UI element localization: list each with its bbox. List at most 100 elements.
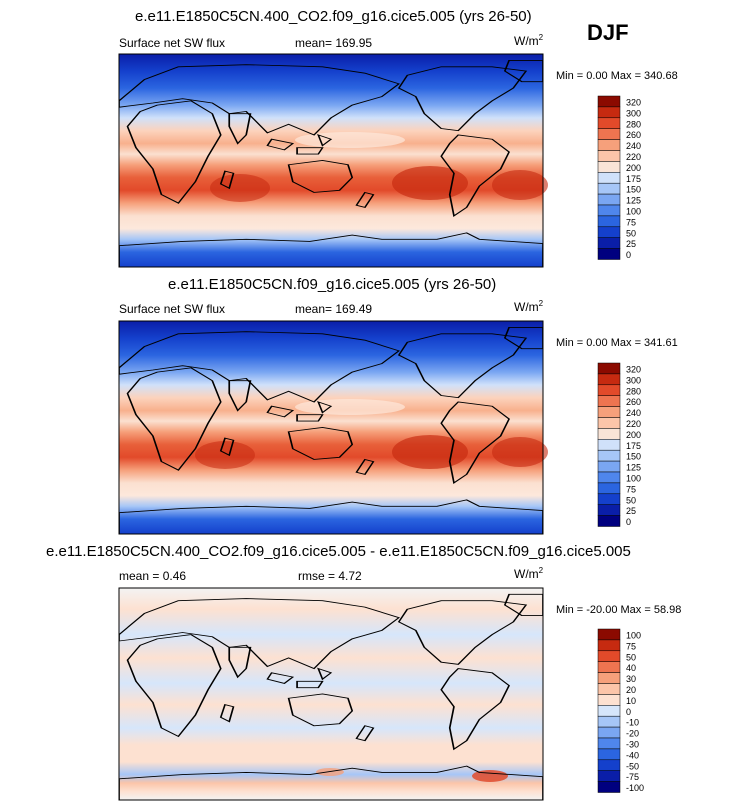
panel2-colorbar-box [597, 417, 621, 429]
panel2-colorbar-label: 220 [626, 419, 641, 429]
panel1-colorbar-box [597, 128, 621, 140]
panel2-colorbar-label: 260 [626, 397, 641, 407]
panel3-colorbar-box [597, 672, 621, 684]
panel3-title: e.e11.E1850C5CN.400_CO2.f09_g16.cice5.00… [46, 543, 631, 560]
panel1-colorbar-label: 150 [626, 185, 641, 195]
panel2-colorbar-box [597, 515, 621, 527]
panel1-colorbar-label: 200 [626, 163, 641, 173]
panel3-frame [118, 587, 544, 801]
panel2-max-atlantic [492, 437, 548, 467]
panel2-colorbar-label: 300 [626, 375, 641, 385]
panel2-colorbar-box [597, 449, 621, 462]
panel1-colorbar-label: 240 [626, 141, 641, 151]
panel2-colorbar-label: 280 [626, 386, 641, 396]
panel1-colorbar-box [597, 139, 621, 151]
panel2-colorbar-label: 320 [626, 364, 641, 374]
panel1-colorbar-label: 320 [626, 97, 641, 107]
panel2-colorbar-label: 25 [626, 506, 636, 516]
panel1-colorbar-box [597, 95, 621, 108]
panel3-colorbar-label: 75 [626, 641, 636, 651]
panel2-max-pacific [392, 435, 468, 469]
panel1-colorbar-label: 280 [626, 119, 641, 129]
panel1-max-indian [210, 174, 270, 202]
panel1-colorbar-box [597, 248, 621, 260]
panel2-field [119, 321, 543, 534]
panel1-colorbar-box [597, 226, 621, 238]
panel1-title: e.e11.E1850C5CN.400_CO2.f09_g16.cice5.00… [135, 8, 532, 25]
panel3-colorbar-label: -40 [626, 750, 639, 760]
panel2-colorbar-label: 0 [626, 517, 631, 527]
panel1-colorbar-label: 25 [626, 239, 636, 249]
panel1-frame [118, 53, 544, 268]
panel3-colorbar-box [597, 781, 621, 793]
panel3-field [119, 588, 543, 800]
panel2-colorbar-box [597, 439, 621, 451]
panel1-colorbar-label: 100 [626, 206, 641, 216]
panel1-colorbar-box [597, 117, 621, 129]
panel3-rmse: rmse = 4.72 [298, 569, 362, 583]
panel3-colorbar-box [597, 770, 621, 782]
panel3-colorbar-label: -20 [626, 729, 639, 739]
panel1-colorbar-label: 125 [626, 196, 641, 206]
panel3-colorbar-label: -30 [626, 739, 639, 749]
panel1-mean: mean= 169.95 [295, 36, 373, 50]
panel2-colorbar-box [597, 471, 621, 484]
panel3-colorbar-label: 10 [626, 696, 636, 706]
panel2-colorbar-label: 100 [626, 473, 641, 483]
panel1-colorbar-label: 0 [626, 250, 631, 260]
panel3-colorbar-box [597, 628, 621, 641]
panel3-colorbar-box [597, 726, 621, 739]
panel1-colorbar-box [597, 237, 621, 249]
panel3-colorbar-box [597, 661, 621, 673]
panel3-colorbar-label: 20 [626, 685, 636, 695]
panel2-colorbar-label: 75 [626, 484, 636, 494]
panel2-colorbar-label: 50 [626, 495, 636, 505]
panel2-colorbar-box [597, 373, 621, 386]
panel2-variable: Surface net SW flux [119, 302, 226, 316]
panel2-colorbar-box [597, 384, 621, 396]
panel3-colorbar-box [597, 683, 621, 695]
panel1-map [118, 53, 548, 268]
panel3-map [118, 587, 544, 801]
panel3-colorbar-label: 40 [626, 663, 636, 673]
panel2-colorbar-label: 200 [626, 430, 641, 440]
panel1-colorbar-box [597, 172, 621, 184]
panel1-max-pacific [392, 166, 468, 200]
panel1-colorbar-label: 300 [626, 108, 641, 118]
panel3-colorbar-label: -50 [626, 761, 639, 771]
panel1-max-atlantic [492, 170, 548, 200]
season-label: DJF [587, 20, 629, 45]
panel3-minmax: Min = -20.00 Max = 58.98 [556, 604, 682, 616]
panel2-units: W/m2 [514, 299, 544, 314]
panel2-colorbar-box [597, 362, 621, 375]
panel1-colorbar-box [597, 215, 621, 228]
panel1-colorbar-box [597, 193, 621, 206]
panel3-colorbar-box [597, 639, 621, 652]
panel3-colorbar-label: 30 [626, 674, 636, 684]
panel1-variable: Surface net SW flux [119, 36, 226, 50]
panel3-mean: mean = 0.46 [119, 569, 187, 583]
panel2-colorbar-label: 240 [626, 408, 641, 418]
panel1-colorbar-label: 75 [626, 217, 636, 227]
panel1-colorbar-box [597, 106, 621, 119]
panel1-colorbar-box [597, 161, 621, 173]
panel2-colorbar-box [597, 460, 621, 473]
panel2-colorbar-label: 175 [626, 441, 641, 451]
panel3-anomaly-south [316, 768, 344, 776]
panel3-colorbar-label: 0 [626, 707, 631, 717]
panel2-colorbar-box [597, 395, 621, 407]
panel3-colorbar-label: -75 [626, 772, 639, 782]
panel2-colorbar-box [597, 428, 621, 440]
panel2-minmax: Min = 0.00 Max = 341.61 [556, 337, 678, 349]
panel3-colorbar-box [597, 705, 621, 717]
panel2-colorbar-box [597, 493, 621, 505]
panel2-max-indian [195, 441, 255, 469]
panel1-colorbar-label: 220 [626, 152, 641, 162]
panel1-colorbar-box [597, 204, 621, 217]
panel1-colorbar-label: 50 [626, 228, 636, 238]
panel1-colorbar-box [597, 150, 621, 162]
panel3-colorbar-box [597, 737, 621, 750]
panel1-units: W/m2 [514, 33, 544, 48]
panel1-field [119, 54, 543, 267]
